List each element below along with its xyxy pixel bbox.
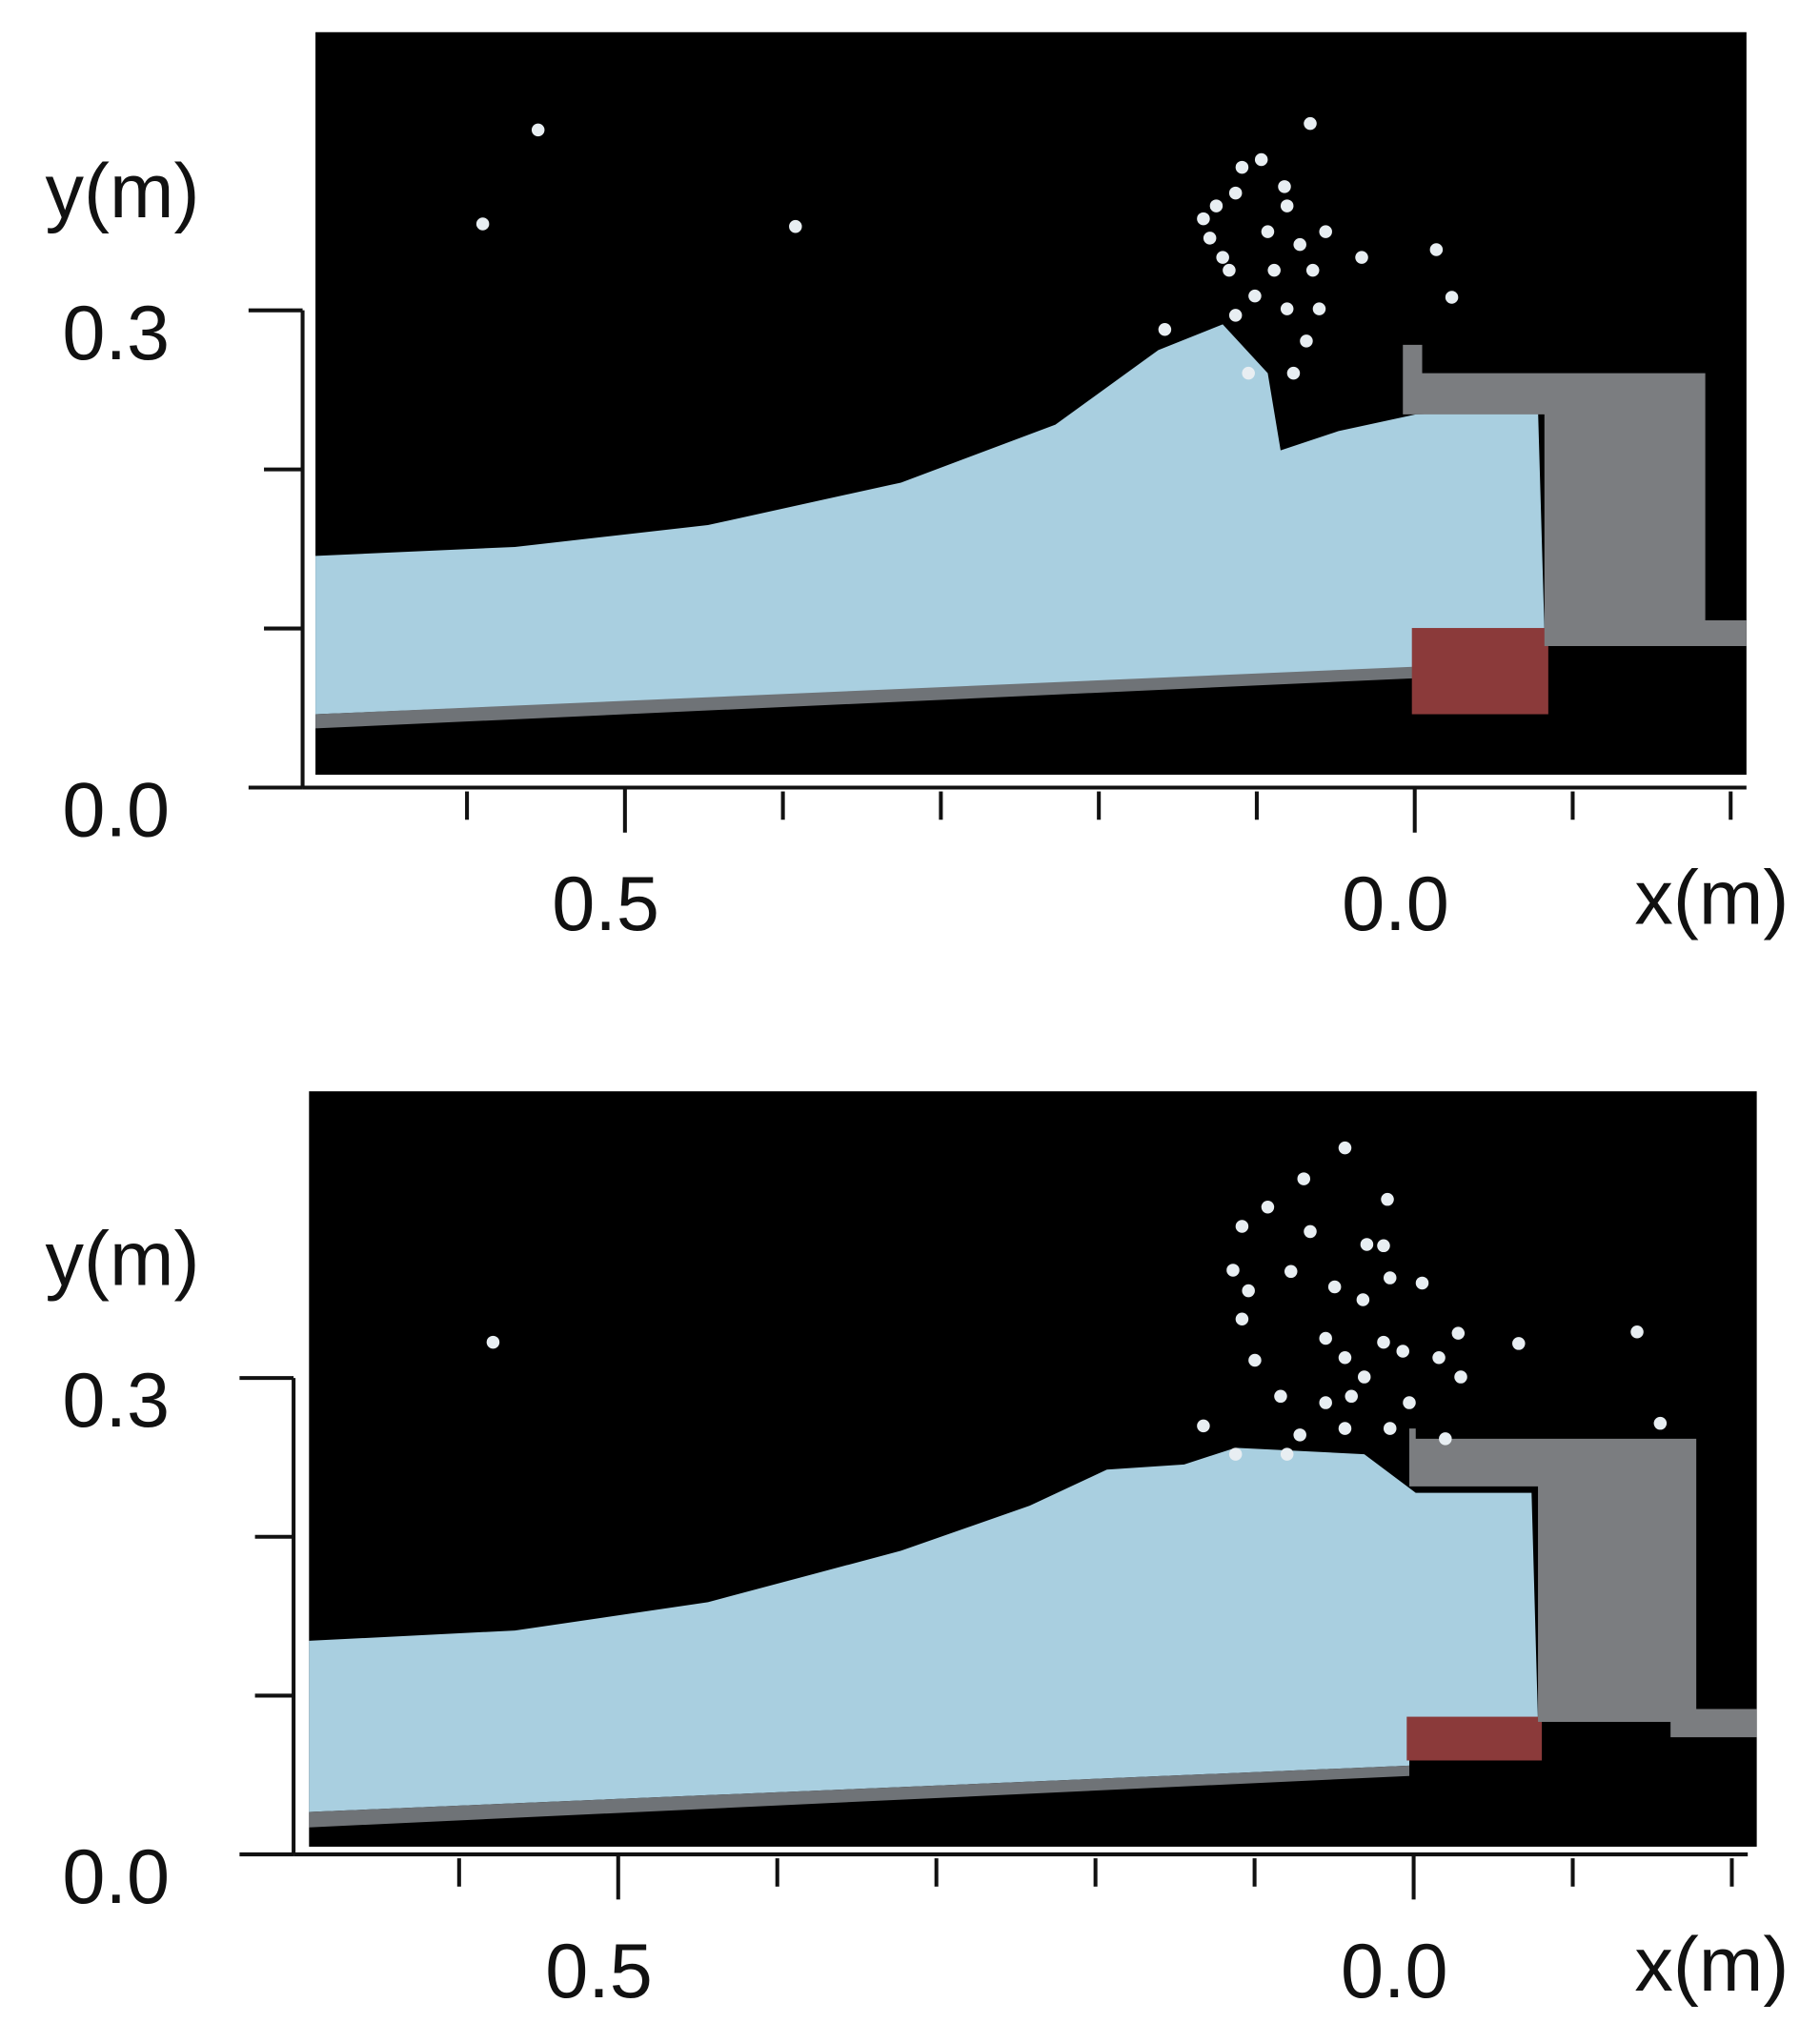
particle bbox=[1396, 1345, 1409, 1358]
particle bbox=[1445, 291, 1459, 304]
particle bbox=[1630, 1325, 1644, 1339]
particle bbox=[1235, 160, 1249, 174]
particle bbox=[1432, 1351, 1446, 1365]
particle bbox=[1304, 1224, 1317, 1239]
scene-1 bbox=[315, 31, 1747, 776]
y-axis-label: y(m) bbox=[46, 149, 200, 234]
particle bbox=[1357, 1370, 1371, 1384]
particle bbox=[1278, 180, 1291, 193]
particle bbox=[1383, 1271, 1397, 1285]
particle bbox=[1300, 334, 1313, 348]
particle bbox=[486, 1335, 500, 1349]
particle bbox=[1203, 232, 1217, 245]
particle bbox=[1381, 1192, 1394, 1206]
particle bbox=[1338, 1422, 1352, 1435]
particle bbox=[531, 123, 545, 137]
particle bbox=[1377, 1239, 1390, 1253]
fluid bbox=[309, 1447, 1539, 1812]
particle bbox=[1451, 1326, 1466, 1340]
particle bbox=[1235, 1220, 1249, 1233]
y-tick-label: 0.3 bbox=[62, 291, 170, 376]
particle bbox=[1512, 1337, 1526, 1350]
particle bbox=[1280, 1447, 1294, 1461]
particle bbox=[1228, 1447, 1243, 1461]
particle bbox=[1286, 366, 1301, 380]
particle bbox=[1274, 1389, 1287, 1404]
particle bbox=[1293, 237, 1306, 252]
particle bbox=[1284, 1264, 1298, 1279]
particle bbox=[1235, 1312, 1249, 1326]
scene-2 bbox=[309, 1091, 1757, 1847]
particle bbox=[475, 217, 490, 231]
particle bbox=[1242, 1284, 1255, 1298]
particle bbox=[1297, 1172, 1311, 1185]
y-tick-label: 0.0 bbox=[62, 768, 170, 854]
particle bbox=[1209, 199, 1223, 212]
particle bbox=[1305, 263, 1320, 277]
particle bbox=[1327, 1280, 1342, 1294]
particle bbox=[1355, 251, 1368, 264]
x-axis-label: x(m) bbox=[1634, 855, 1789, 941]
particle bbox=[1345, 1389, 1358, 1404]
block bbox=[1411, 628, 1548, 715]
particle bbox=[1267, 263, 1281, 277]
particle bbox=[1653, 1416, 1668, 1430]
particle bbox=[1319, 225, 1332, 238]
particle bbox=[1197, 212, 1210, 226]
particle bbox=[1439, 1432, 1452, 1446]
x-tick-label: 0.5 bbox=[552, 861, 659, 947]
particle bbox=[1312, 302, 1326, 315]
particle bbox=[1319, 1396, 1332, 1409]
particle bbox=[1197, 1419, 1210, 1433]
particle bbox=[1280, 302, 1294, 315]
y-tick-label: 0.3 bbox=[62, 1358, 170, 1444]
particle bbox=[1403, 1396, 1416, 1409]
particle bbox=[1293, 1428, 1306, 1442]
y-tick-label: 0.0 bbox=[62, 1834, 170, 1920]
particle bbox=[1454, 1370, 1467, 1384]
particle bbox=[1261, 225, 1275, 238]
particle bbox=[1415, 1276, 1429, 1290]
particle bbox=[1242, 366, 1255, 380]
particle bbox=[1216, 251, 1229, 264]
y-axis-label: y(m) bbox=[46, 1217, 200, 1303]
x-tick-label: 0.5 bbox=[545, 1929, 653, 2014]
structure bbox=[1408, 1428, 1757, 1738]
x-tick-label: 0.0 bbox=[1342, 861, 1449, 947]
particle bbox=[1228, 186, 1243, 200]
particle bbox=[1304, 116, 1317, 131]
structure bbox=[1403, 344, 1747, 646]
particle bbox=[1360, 1238, 1374, 1251]
particle bbox=[789, 219, 802, 233]
particle bbox=[1280, 199, 1294, 212]
fluid bbox=[315, 324, 1545, 715]
particle bbox=[1254, 152, 1268, 167]
particle bbox=[1223, 263, 1236, 277]
particle bbox=[1383, 1422, 1397, 1435]
x-axis-label: x(m) bbox=[1634, 1922, 1789, 2008]
particle bbox=[1338, 1351, 1352, 1365]
x-tick-label: 0.0 bbox=[1341, 1929, 1448, 2014]
bed bbox=[315, 666, 1416, 729]
particle bbox=[1261, 1201, 1275, 1214]
particle bbox=[1377, 1335, 1390, 1349]
particle bbox=[1248, 289, 1262, 303]
particle bbox=[1319, 1331, 1332, 1345]
particle bbox=[1226, 1264, 1240, 1277]
block bbox=[1406, 1716, 1543, 1761]
particle bbox=[1356, 1293, 1370, 1306]
particle bbox=[1338, 1141, 1352, 1155]
particle bbox=[1429, 243, 1444, 256]
particle bbox=[1158, 322, 1172, 336]
particle bbox=[1228, 309, 1243, 322]
particle bbox=[1248, 1353, 1262, 1367]
bed bbox=[309, 1765, 1409, 1828]
